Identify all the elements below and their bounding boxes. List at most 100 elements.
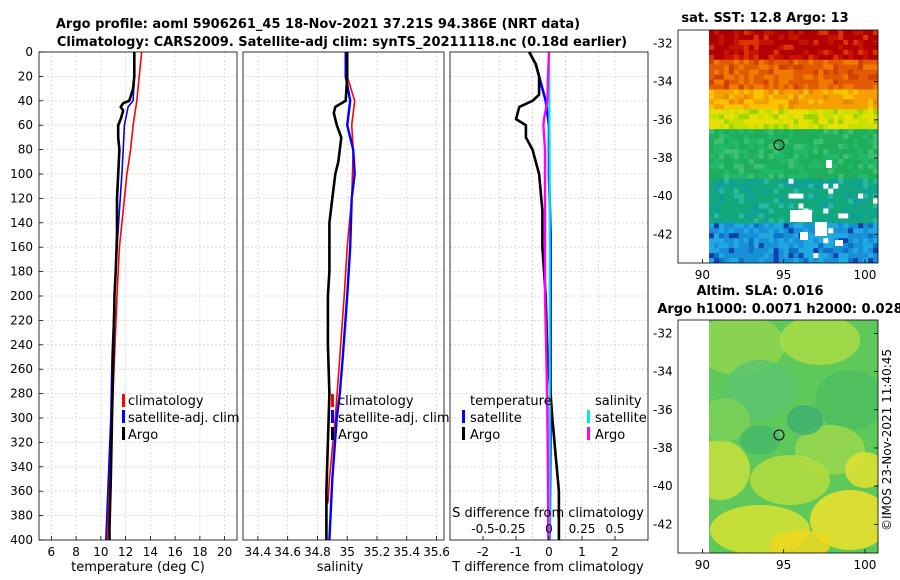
sst-cell [858, 114, 864, 120]
sst-cell [783, 144, 789, 150]
sst-cell [773, 253, 779, 259]
sst-cell [788, 248, 794, 254]
sst-cell [783, 99, 789, 105]
sst-cell [858, 129, 864, 135]
sst-cell [813, 84, 819, 90]
sst-cell [833, 139, 839, 145]
sst-cell [748, 134, 755, 140]
sst-cell [718, 79, 725, 85]
sst-cell [778, 30, 784, 36]
sst-cell [783, 74, 789, 80]
sst-cell [848, 49, 854, 56]
sst-cell [738, 213, 745, 219]
sst-cell [803, 223, 809, 229]
sst-cell [743, 69, 750, 76]
sst-cell [773, 54, 779, 61]
sst-cell [808, 99, 814, 105]
sst-cell [758, 188, 765, 194]
sst-cell [803, 114, 809, 120]
sst-cell [763, 173, 770, 180]
sst-cell [738, 218, 745, 224]
sst-cell [838, 139, 844, 145]
sst-cell [773, 79, 779, 85]
sst-cell [823, 129, 829, 135]
sst-cell [743, 129, 750, 135]
sst-cell [833, 84, 839, 90]
sst-cell [793, 243, 799, 249]
sst-cell [863, 253, 869, 259]
sst-cell [793, 198, 799, 204]
sst-cell [858, 89, 864, 95]
sst-cell [803, 243, 809, 249]
sst-cell [738, 129, 745, 135]
sst-cell [743, 233, 750, 239]
sst-cell [709, 203, 715, 209]
sst-cell [773, 163, 779, 170]
sst-cell [808, 74, 814, 80]
sst-cell [868, 198, 874, 204]
sst-cell [738, 30, 745, 36]
sst-cell [808, 253, 814, 259]
sst-cell [718, 104, 725, 110]
sst-cell [803, 203, 809, 209]
sst-cell [783, 193, 789, 199]
sst-cell [768, 129, 775, 135]
sst-cell [863, 134, 869, 140]
sst-cell [853, 198, 859, 204]
sst-cell [868, 248, 874, 254]
sst-cell [713, 129, 720, 135]
sst-cell [753, 178, 760, 185]
sst-cell [798, 49, 804, 56]
sst-cell [743, 124, 750, 130]
sst-cell [863, 129, 869, 135]
sst-cell [718, 34, 725, 41]
sst-cell [838, 208, 844, 214]
sst-cell [808, 69, 814, 76]
sst-cell [728, 248, 735, 254]
sst-cell [853, 168, 859, 175]
sst-cell [868, 163, 874, 170]
sst-cell [728, 74, 735, 80]
sst-cell [773, 84, 779, 90]
sst-cell [768, 148, 775, 155]
sst-cell [823, 258, 829, 263]
sst-cell [873, 79, 878, 85]
sst-cell [863, 114, 869, 120]
sst-cell [823, 119, 829, 125]
sst-cell [718, 223, 725, 229]
legend-label-s-satellite: satellite [595, 411, 647, 426]
sst-cell [828, 30, 834, 36]
sst-cell [723, 203, 730, 209]
sst-cell [848, 243, 854, 249]
sst-cell [718, 178, 725, 185]
sst-cell [733, 84, 740, 90]
sst-cell [753, 30, 760, 36]
sst-cell [818, 153, 824, 160]
sst-cell [728, 119, 735, 125]
sst-cell [843, 129, 849, 135]
sst-cell [858, 84, 864, 90]
sst-cell [733, 153, 740, 160]
sst-cell [853, 99, 859, 105]
sst-cell [813, 203, 819, 209]
sst-cell [868, 134, 874, 140]
sst-cell [838, 129, 844, 135]
sst-cell [743, 163, 750, 170]
sst-cell [773, 74, 779, 80]
sst-cell [763, 79, 770, 85]
legend-label-t-satellite: satellite [470, 411, 522, 426]
sst-cell [738, 34, 745, 41]
sst-cell [803, 238, 809, 244]
sst-cell [758, 74, 765, 80]
sst-cell [713, 44, 720, 51]
sst-cell [709, 74, 715, 80]
sst-cell [723, 208, 730, 214]
sst-cell [723, 129, 730, 135]
sst-cell [718, 84, 725, 90]
sst-cell [813, 188, 819, 194]
sst-cell [718, 158, 725, 165]
sst-cell [858, 99, 864, 105]
sst-cell [803, 94, 809, 100]
sst-cell [828, 49, 834, 56]
sst-cell [803, 198, 809, 204]
